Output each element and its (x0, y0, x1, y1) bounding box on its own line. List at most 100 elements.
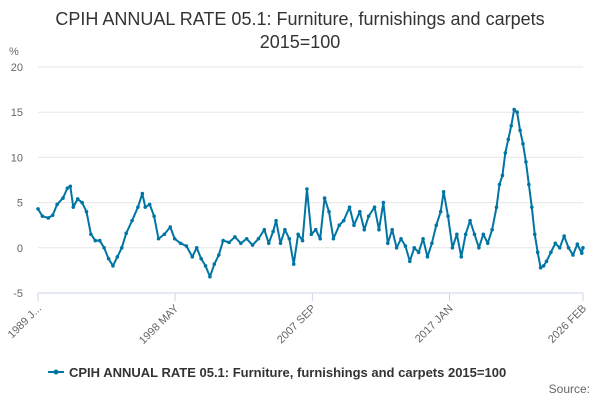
y-tick-label-3: 10 (11, 152, 23, 164)
data-point-88 (446, 214, 450, 218)
data-point-30 (172, 236, 177, 241)
data-point-96 (481, 232, 486, 237)
data-point-40 (221, 238, 225, 243)
data-point-104 (509, 123, 514, 128)
chart-title-line-2: 2015=100 (259, 32, 341, 52)
data-point-35 (199, 256, 203, 261)
data-point-99 (494, 205, 499, 209)
data-point-25 (147, 202, 152, 207)
data-point-62 (327, 209, 331, 214)
source-label: Source: (549, 382, 590, 396)
data-point-69 (362, 227, 367, 232)
chart-title-line-1: CPIH ANNUAL RATE 05.1: Furniture, furnis… (55, 9, 545, 29)
data-point-50 (274, 218, 278, 223)
data-point-119 (557, 246, 562, 250)
data-point-37 (208, 274, 212, 279)
y-tick-label-0: -5 (13, 288, 23, 300)
data-point-86 (438, 209, 443, 214)
data-point-0 (36, 207, 40, 211)
data-point-27 (156, 236, 161, 241)
y-tick-label-1: 0 (17, 243, 23, 255)
series-layer (36, 107, 585, 279)
data-point-100 (497, 182, 502, 187)
data-point-13 (93, 238, 98, 243)
x-tick-label-2: 2007 SEP (275, 303, 319, 347)
data-point-47 (262, 227, 267, 232)
legend[interactable]: CPIH ANNUAL RATE 05.1: Furniture, furnis… (48, 365, 506, 380)
data-point-59 (313, 227, 318, 232)
data-point-77 (399, 236, 403, 241)
data-point-52 (283, 227, 287, 232)
data-point-121 (566, 246, 571, 250)
data-point-103 (506, 137, 511, 142)
series-line-0 (37, 108, 584, 278)
y-tick-label-2: 5 (17, 198, 23, 210)
chart-title: CPIH ANNUAL RATE 05.1: Furniture, furnis… (0, 8, 600, 54)
data-point-9 (75, 197, 80, 201)
data-point-95 (477, 246, 481, 250)
data-point-28 (162, 232, 167, 237)
data-point-26 (152, 214, 156, 218)
data-point-85 (434, 223, 439, 227)
data-point-112 (532, 232, 537, 237)
data-point-63 (331, 236, 336, 241)
data-point-22 (136, 205, 140, 209)
data-point-64 (337, 223, 342, 227)
data-point-14 (97, 238, 102, 243)
data-point-72 (377, 227, 381, 232)
data-point-89 (450, 246, 455, 250)
data-point-2 (46, 216, 51, 220)
x-tick-label-4: 2026 FEB (546, 303, 589, 346)
data-point-101 (500, 173, 505, 178)
data-point-12 (89, 232, 93, 237)
y-axis-unit-label: % (9, 46, 19, 58)
data-point-105 (512, 107, 516, 112)
data-point-15 (102, 246, 106, 250)
data-point-24 (143, 205, 148, 209)
data-point-65 (341, 218, 346, 223)
data-point-71 (372, 205, 377, 209)
data-point-78 (403, 244, 408, 248)
data-point-49 (271, 229, 275, 234)
data-point-108 (521, 142, 525, 146)
data-point-42 (233, 235, 237, 239)
data-point-57 (305, 187, 309, 191)
x-tick-label-0: 1989 J... (6, 303, 44, 341)
data-point-97 (485, 241, 490, 246)
data-point-67 (352, 223, 356, 227)
data-point-54 (291, 262, 296, 266)
data-point-106 (515, 110, 519, 114)
data-point-29 (168, 225, 173, 229)
data-point-60 (318, 236, 322, 241)
data-point-58 (309, 232, 314, 237)
data-point-110 (527, 182, 531, 187)
data-point-19 (119, 246, 124, 250)
data-point-94 (472, 232, 477, 237)
data-point-117 (549, 250, 553, 255)
data-point-116 (544, 259, 549, 264)
y-tick-label-4: 15 (11, 107, 23, 119)
data-point-33 (190, 255, 195, 259)
data-point-34 (194, 246, 199, 250)
data-point-113 (535, 250, 540, 255)
y-tick-label-5: 20 (11, 62, 23, 74)
data-point-11 (84, 209, 89, 214)
data-point-90 (455, 232, 459, 237)
data-point-70 (366, 214, 371, 218)
data-point-8 (71, 205, 76, 209)
data-point-111 (530, 205, 534, 209)
data-point-125 (581, 246, 585, 250)
data-point-87 (441, 189, 446, 194)
data-point-75 (390, 227, 394, 232)
data-point-4 (55, 202, 59, 207)
data-point-17 (111, 264, 115, 268)
x-axis: 1989 J... 1998 MAY 2007 SEP 2017 JAN 2026 FE… (6, 292, 589, 347)
data-point-20 (124, 231, 128, 236)
data-point-23 (140, 191, 145, 196)
data-point-41 (227, 240, 231, 245)
data-point-53 (287, 236, 292, 241)
data-point-5 (61, 196, 65, 200)
data-point-51 (278, 241, 283, 246)
data-point-1 (40, 214, 45, 218)
